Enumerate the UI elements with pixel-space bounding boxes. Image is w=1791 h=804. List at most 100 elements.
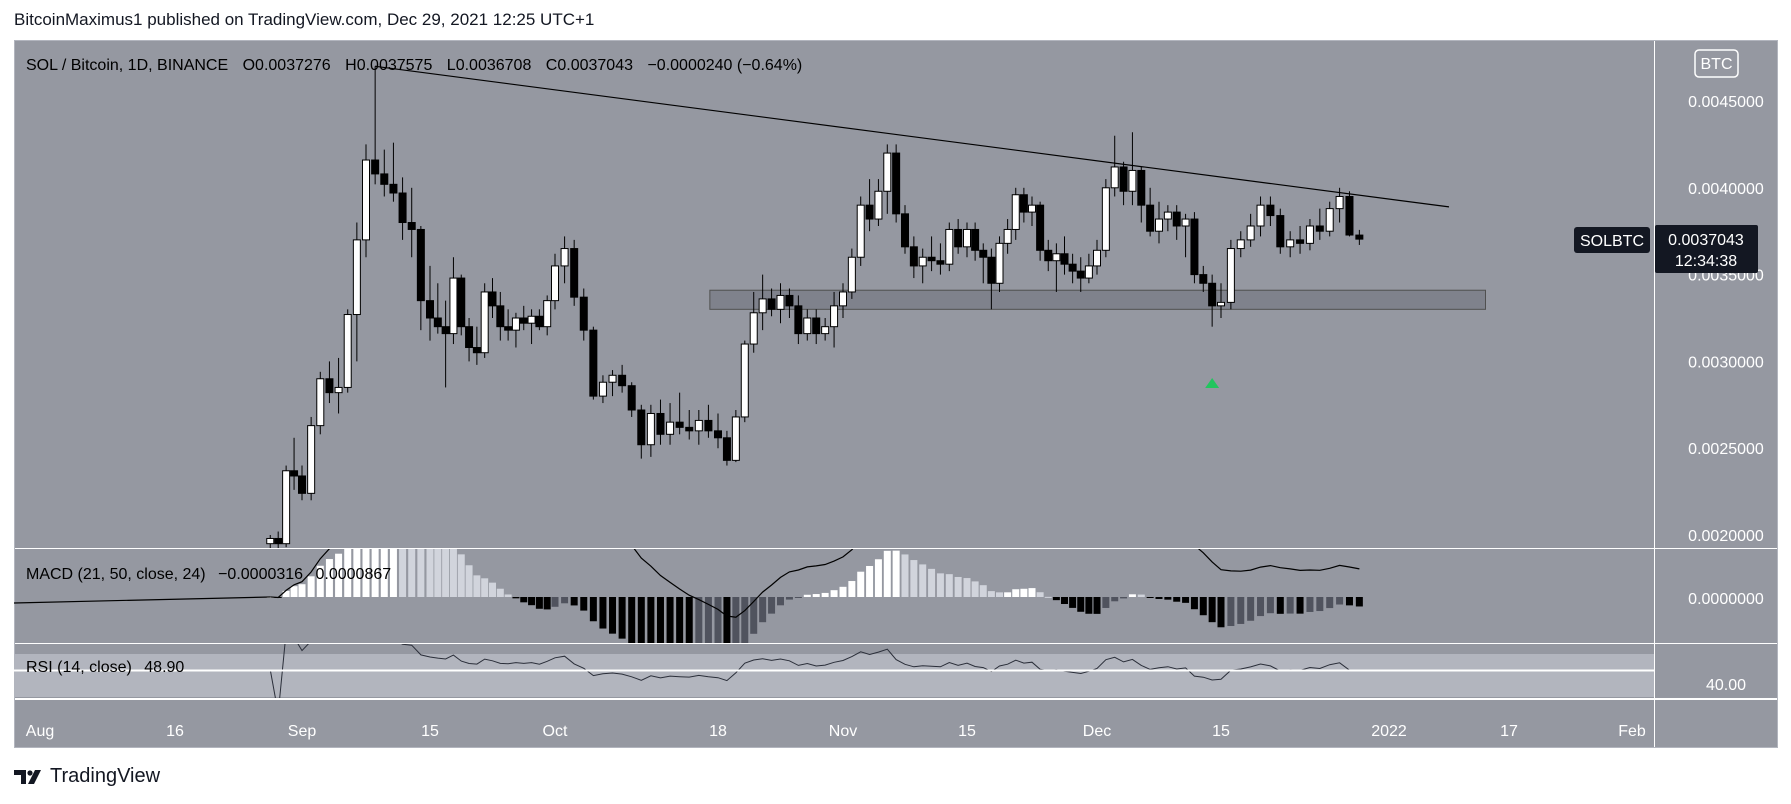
macd-histogram-bar [589, 597, 597, 622]
candle [398, 177, 407, 240]
candle [570, 239, 579, 306]
macd-histogram-bar [910, 560, 918, 597]
macd-histogram-bar [1208, 597, 1216, 623]
candle [936, 243, 945, 275]
candle-body-down [1199, 274, 1208, 284]
macd-histogram-bar [971, 581, 979, 597]
open-value: 0.0037276 [255, 57, 331, 74]
macd-histogram-bar [768, 597, 776, 614]
time-axis-label: Aug [26, 723, 54, 740]
candle-body-up [1155, 218, 1163, 232]
macd-histogram-bar [335, 553, 343, 597]
candle [1110, 135, 1119, 197]
macd-histogram-bar [344, 549, 352, 597]
candle-body-up [856, 204, 865, 258]
candle-body-down [1146, 204, 1155, 232]
candle [362, 144, 370, 258]
change-value: −0.0000240 (−0.64%) [647, 57, 802, 74]
candle-body-up [1286, 239, 1295, 248]
time-axis[interactable]: Aug 16 Sep 15 Oct 18 Nov 15 Dec 15 2022 17 Feb [26, 723, 1646, 740]
macd-histogram-bar [883, 550, 891, 597]
macd-histogram-bar [1286, 597, 1294, 614]
candle-body-up [646, 412, 655, 446]
candle [1036, 201, 1045, 261]
candle-body-down [1036, 204, 1045, 251]
candle [551, 253, 559, 310]
candle-body-down [1276, 215, 1285, 248]
macd-histogram-bar [1336, 597, 1344, 605]
candle [918, 248, 927, 284]
rsi-layer [269, 644, 1360, 698]
candle-body-down [987, 256, 996, 284]
time-axis-label: 15 [421, 723, 439, 740]
candle-body-down [892, 152, 901, 215]
macd-histogram-bar [695, 597, 703, 643]
macd-histogram-bar [1296, 597, 1304, 614]
macd-histogram-bar [1316, 597, 1324, 612]
symbol-title: SOL / Bitcoin, 1D, BINANCE [26, 57, 228, 74]
macd-histogram-bar [1266, 597, 1274, 614]
rsi-band [14, 654, 1654, 697]
candle-body-down [519, 317, 528, 324]
macd-histogram-bar [1173, 597, 1181, 602]
candle [1325, 201, 1334, 237]
candle-body-down [618, 374, 627, 387]
candle-body-up [749, 312, 758, 345]
candles-layer [266, 66, 1364, 548]
candle [1217, 283, 1225, 318]
candle-body-down [426, 300, 434, 319]
candle-body-down [416, 228, 425, 302]
candle [598, 375, 607, 404]
macd-axis-label: 0.0000000 [1688, 591, 1764, 608]
candle [901, 205, 909, 254]
candle-body-up [1003, 228, 1012, 244]
candle-body-down [465, 326, 474, 349]
macd-histogram-bar [723, 597, 731, 643]
candle-body-up [511, 317, 520, 331]
candle [618, 364, 627, 393]
candle [758, 274, 767, 331]
candle [856, 196, 865, 266]
currency-badge[interactable]: BTC [1694, 49, 1739, 78]
candle-body-down [1172, 211, 1181, 227]
candle [1146, 187, 1155, 237]
macd-histogram-bar [399, 549, 407, 597]
candle [579, 288, 588, 341]
candle [987, 248, 996, 310]
candle [1286, 231, 1295, 258]
macd-histogram-bar [945, 574, 953, 597]
macd-histogram-bar [666, 597, 674, 643]
time-axis-background [14, 700, 1778, 748]
candle-body-up [480, 291, 489, 354]
candle [1084, 253, 1093, 284]
macd-histogram-bar [298, 584, 306, 597]
candle [1052, 243, 1061, 292]
candle [945, 222, 954, 272]
macd-histogram-bar [741, 597, 749, 643]
candle [519, 305, 528, 331]
macd-histogram-bar [1044, 596, 1052, 598]
countdown-label: 12:34:38 [1675, 253, 1737, 270]
macd-layer [14, 549, 1363, 643]
candle [666, 403, 675, 445]
candle-body-up [551, 265, 559, 302]
candle-body-down [1266, 204, 1275, 217]
chart-frame [14, 40, 1778, 748]
macd-histogram-bar [528, 597, 536, 606]
candle [909, 236, 918, 279]
candle [1011, 187, 1020, 240]
candle [971, 222, 980, 261]
macd-histogram-bar [543, 597, 551, 610]
candle-body-up [1028, 204, 1036, 213]
candle-body-down [496, 305, 505, 328]
macd-histogram-bar [489, 582, 496, 597]
candle [343, 309, 352, 393]
candle-body-up [316, 378, 325, 427]
macd-histogram-bar [1182, 597, 1190, 603]
candle-body-down [767, 298, 776, 310]
macd-histogram-bar [866, 565, 874, 597]
time-axis-label: Oct [543, 723, 568, 740]
macd-histogram-bar [307, 576, 315, 597]
candle-body-down [675, 421, 684, 428]
